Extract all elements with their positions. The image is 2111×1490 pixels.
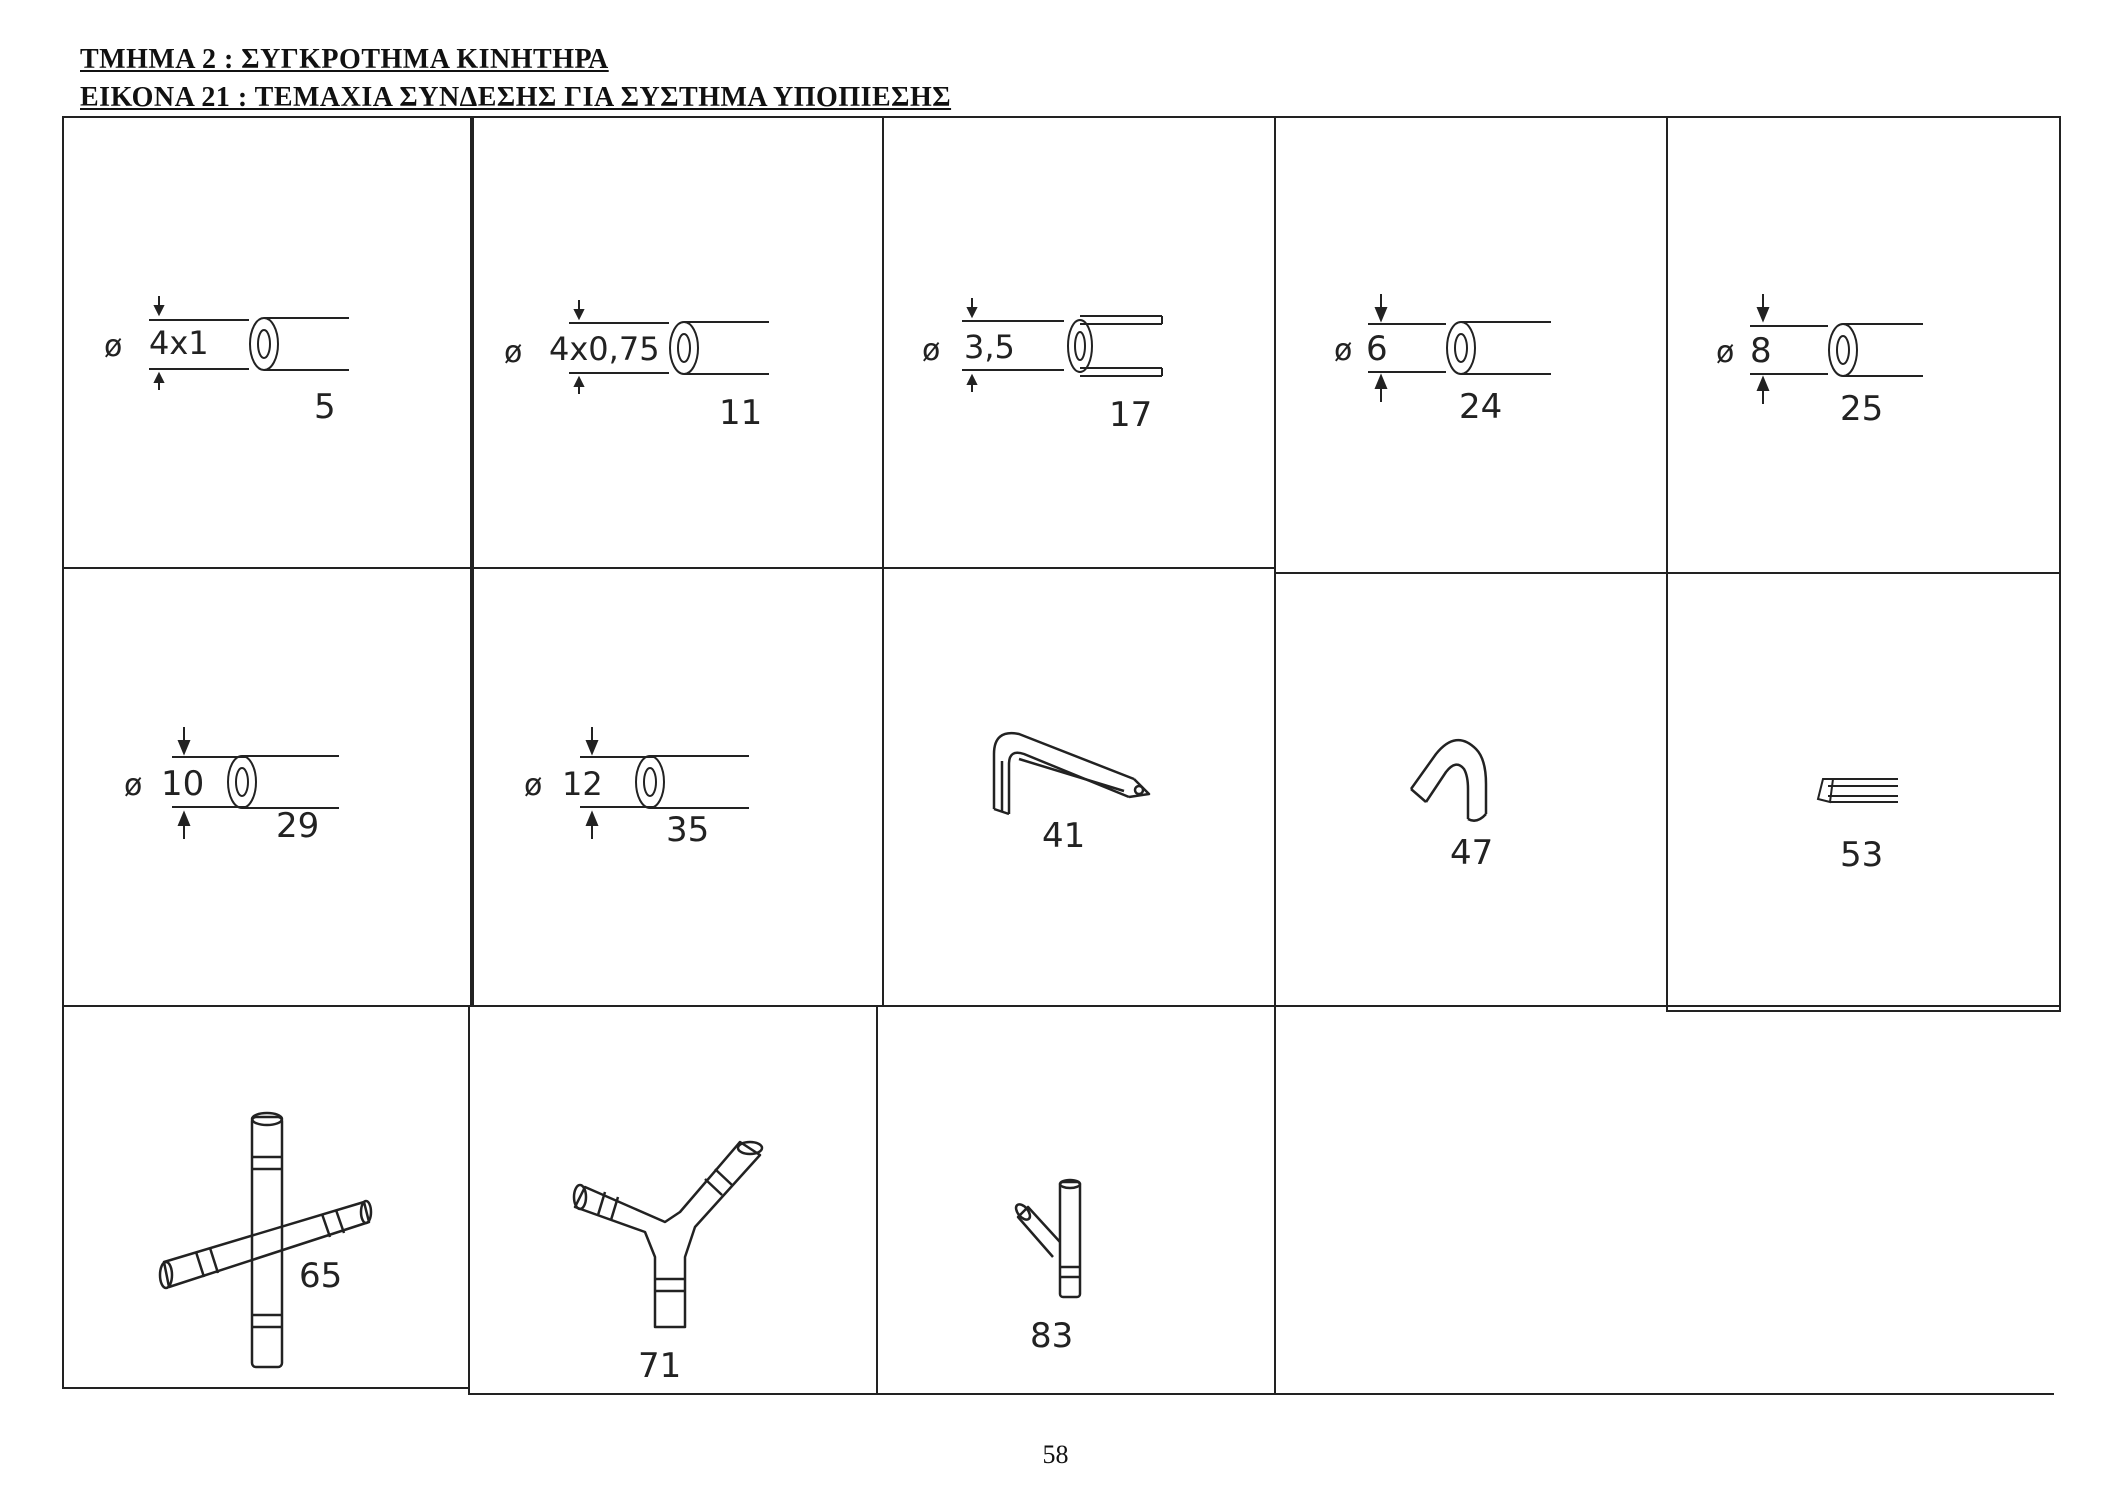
figure-title: ΕΙΚΟΝΑ 21 : ΤΕΜΑΧΙΑ ΣΥΝΔΕΣΗΣ ΓΙΑ ΣΥΣΤΗΜΑ… bbox=[80, 82, 952, 113]
part-cell-65: 65 bbox=[62, 1005, 470, 1389]
diameter-value: 12 bbox=[562, 765, 603, 803]
part-number: 83 bbox=[1030, 1316, 1073, 1356]
part-number: 11 bbox=[719, 393, 762, 433]
part-number: 35 bbox=[666, 810, 709, 850]
tube-icon: ø 8 25 bbox=[1716, 294, 1923, 429]
grid-rule bbox=[1274, 1393, 2054, 1395]
diameter-symbol: ø bbox=[1334, 333, 1352, 368]
small-y-connector-icon: 83 bbox=[1014, 1178, 1082, 1356]
part-number: 65 bbox=[299, 1256, 342, 1296]
page-number: 58 bbox=[1042, 1440, 1069, 1469]
tube-icon: ø 12 35 bbox=[524, 727, 749, 850]
part-cell-47: 47 bbox=[1274, 572, 1668, 1007]
part-cell-24: ø 6 24 bbox=[1274, 116, 1668, 574]
diameter-symbol: ø bbox=[922, 333, 940, 368]
part-cell-53: 53 bbox=[1666, 572, 2061, 1012]
part-number: 29 bbox=[276, 806, 319, 846]
part-number: 17 bbox=[1109, 395, 1152, 435]
diameter-symbol: ø bbox=[124, 768, 142, 803]
diameter-value: 10 bbox=[161, 764, 204, 804]
part-cell-41: 41 bbox=[882, 567, 1276, 1007]
diameter-value: 8 bbox=[1750, 331, 1772, 371]
part-cell-17: ø 3,5 17 bbox=[882, 116, 1276, 569]
part-number: 47 bbox=[1450, 833, 1493, 873]
tube-icon: ø 4x0,75 11 bbox=[504, 300, 769, 433]
part-cell-71: 71 bbox=[468, 1005, 878, 1395]
bent-tube-icon: 41 bbox=[992, 731, 1151, 856]
part-number: 53 bbox=[1840, 835, 1883, 875]
grid-rule bbox=[1274, 1005, 2061, 1007]
parts-grid: ø 4x1 5 ø 4x0,75 11 bbox=[62, 116, 2061, 1395]
diameter-symbol: ø bbox=[104, 329, 122, 364]
tube-icon: ø 6 24 bbox=[1334, 294, 1551, 427]
diameter-symbol: ø bbox=[524, 768, 542, 803]
cross-connector-icon: 65 bbox=[158, 1111, 373, 1369]
part-number: 25 bbox=[1840, 389, 1883, 429]
diameter-symbol: ø bbox=[1716, 335, 1734, 370]
diameter-value: 6 bbox=[1366, 329, 1388, 369]
diameter-symbol: ø bbox=[504, 335, 522, 370]
part-cell-5: ø 4x1 5 bbox=[62, 116, 472, 569]
diameter-value: 3,5 bbox=[964, 328, 1015, 366]
part-number: 24 bbox=[1459, 387, 1502, 427]
part-cell-25: ø 8 25 bbox=[1666, 116, 2061, 574]
diameter-value: 4x1 bbox=[149, 324, 209, 362]
part-number: 71 bbox=[638, 1346, 681, 1386]
part-cell-11: ø 4x0,75 11 bbox=[472, 116, 884, 569]
part-number: 41 bbox=[1042, 816, 1085, 856]
tube-icon: ø 3,5 17 bbox=[922, 298, 1163, 435]
part-cell-29: ø 10 29 bbox=[62, 567, 472, 1007]
diameter-value: 4x0,75 bbox=[549, 330, 660, 368]
elbow-hose-icon: 47 bbox=[1409, 739, 1493, 873]
tube-icon: ø 10 29 bbox=[124, 727, 339, 846]
part-number: 5 bbox=[314, 387, 336, 427]
tube-icon: ø 4x1 5 bbox=[104, 296, 349, 427]
section-title: ΤΜΗΜΑ 2 : ΣΥΓΚΡΟΤΗΜΑ ΚΙΝΗΤΗΡΑ bbox=[80, 44, 609, 75]
part-cell-83: 83 bbox=[876, 1005, 1276, 1395]
part-cell-35: ø 12 35 bbox=[472, 567, 884, 1007]
y-connector-icon: 71 bbox=[572, 1140, 764, 1386]
tube-section-icon: 53 bbox=[1816, 778, 1898, 875]
